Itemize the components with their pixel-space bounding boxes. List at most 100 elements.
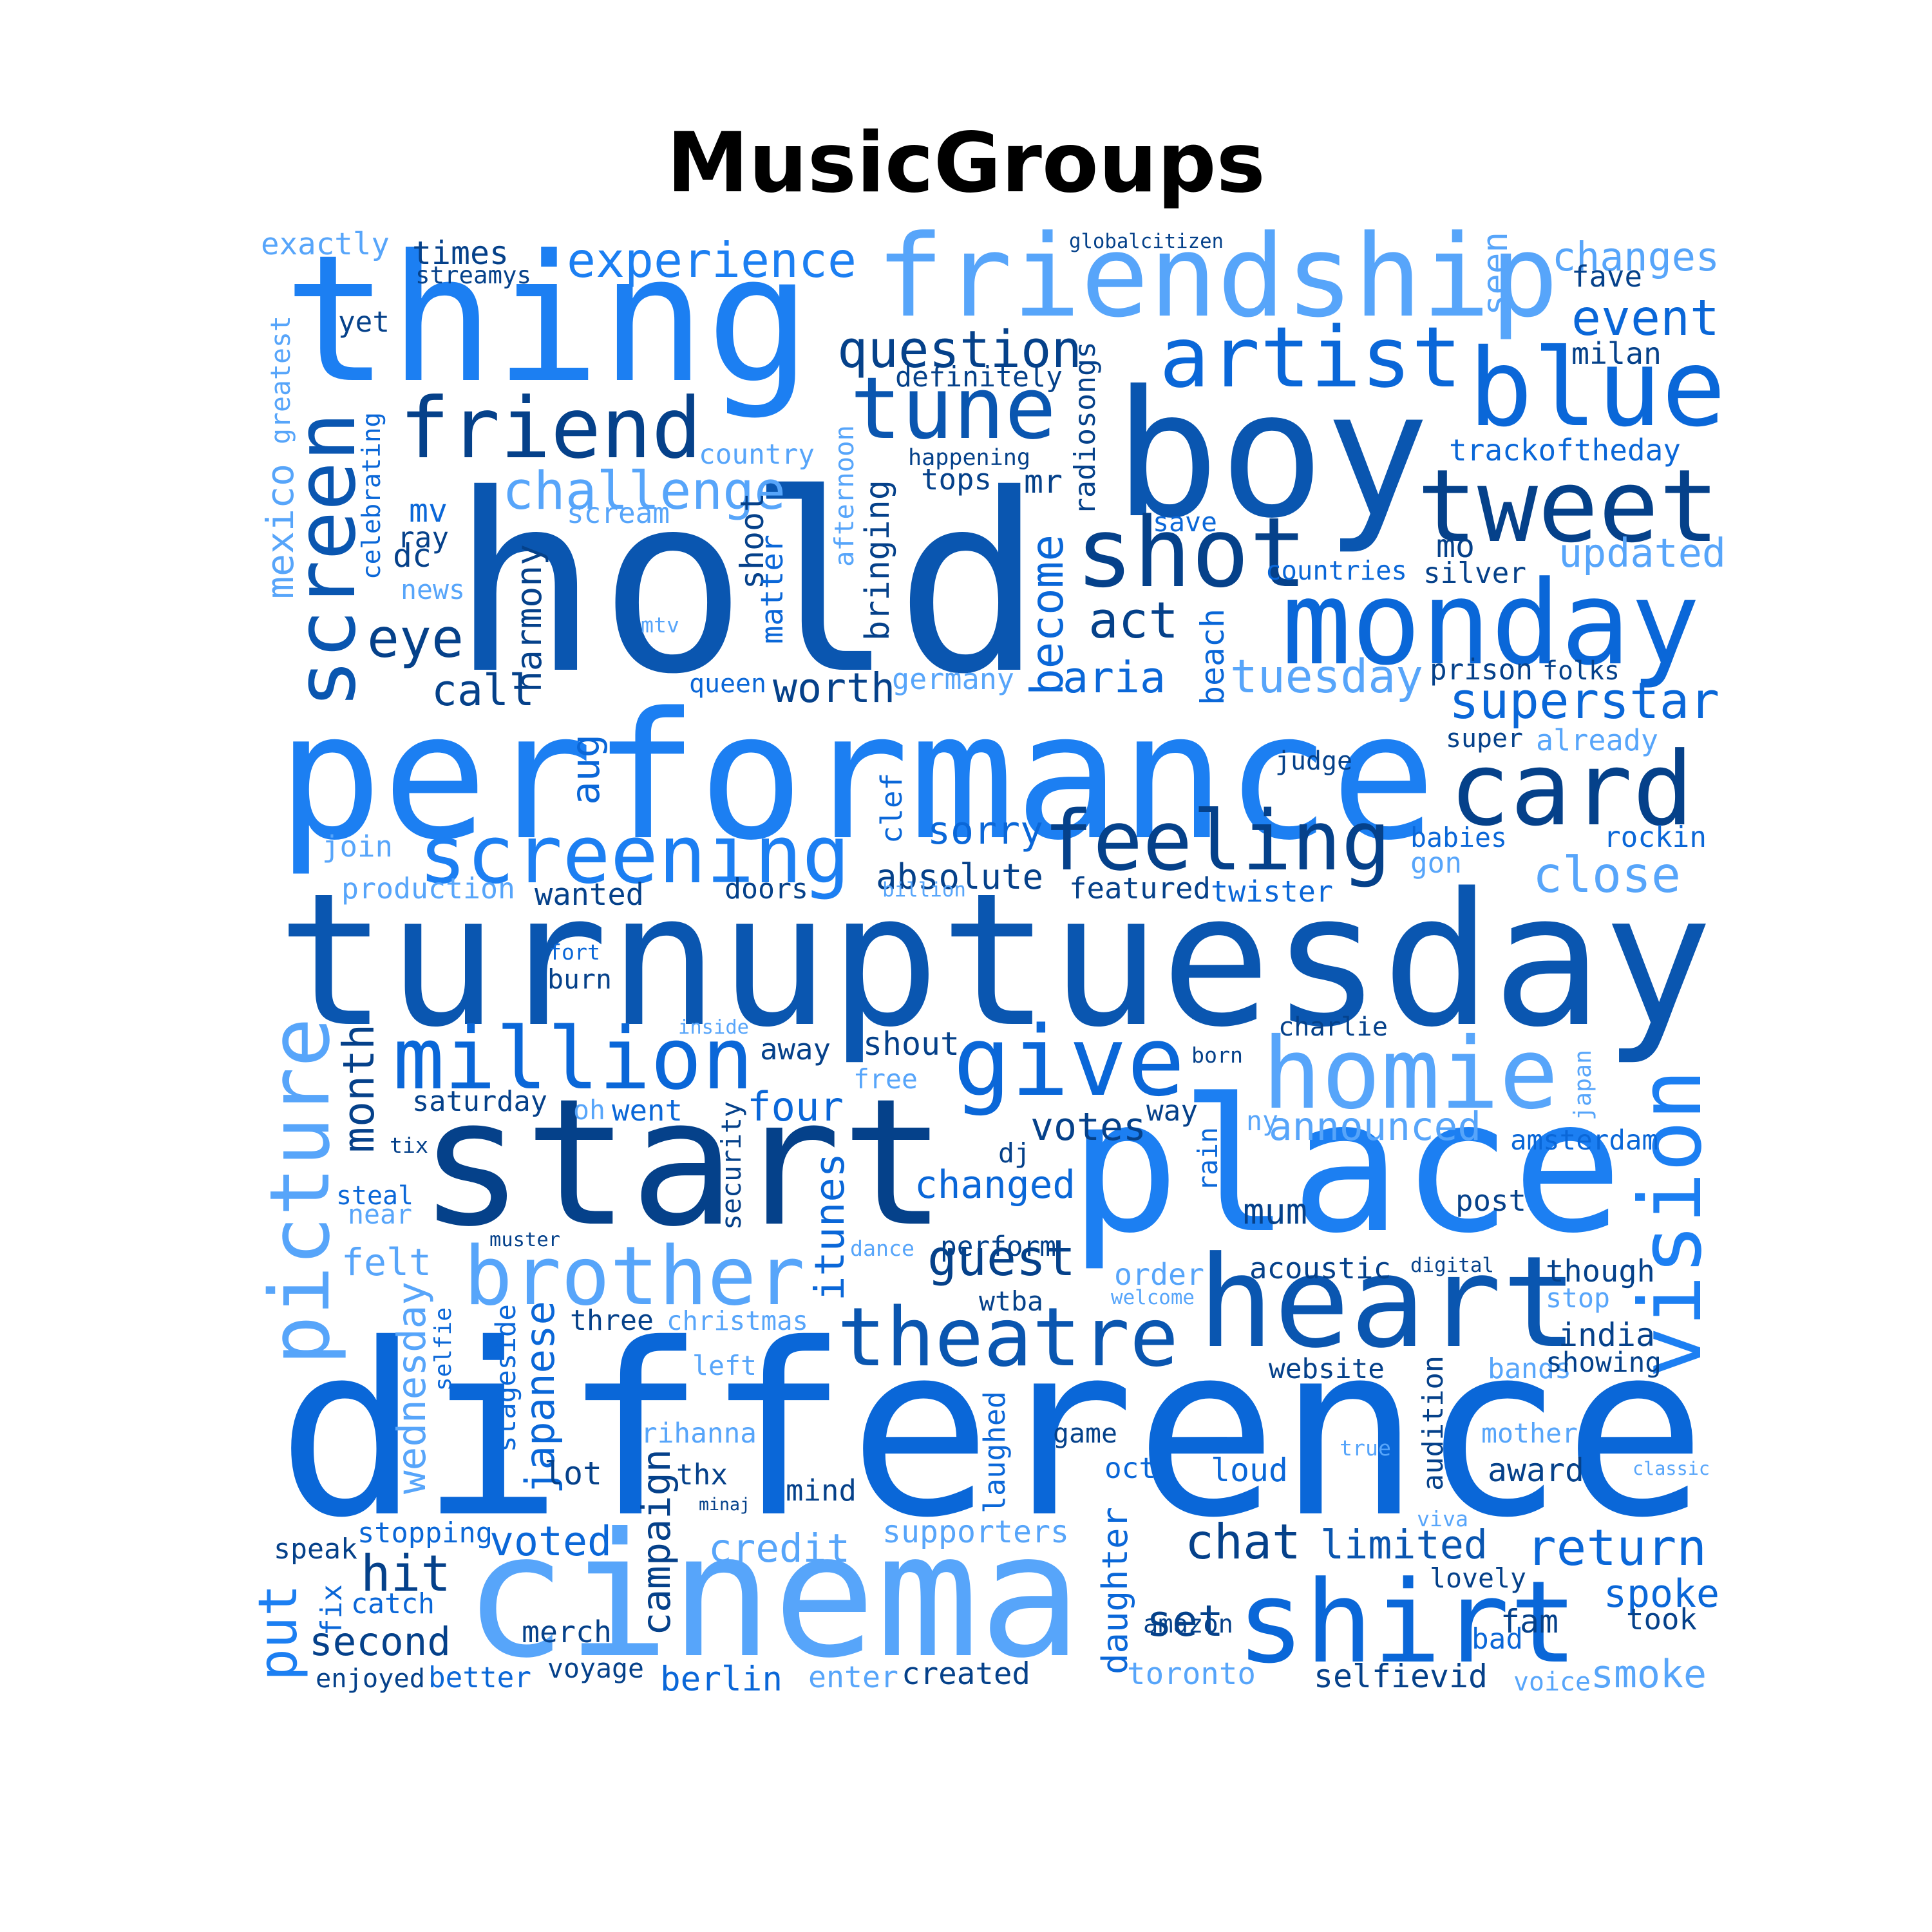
word-lot: lot (544, 1455, 602, 1492)
word-clef: clef (875, 773, 909, 844)
word-mtv: mtv (641, 612, 679, 638)
word-exactly: exactly (261, 227, 390, 262)
word-stop: stop (1546, 1282, 1610, 1314)
word-oct: oct (1104, 1452, 1156, 1485)
word-aria: aria (1063, 652, 1166, 703)
word-christmas: christmas (667, 1305, 808, 1336)
word-shoot: shoot (734, 493, 771, 589)
word-spoke: spoke (1604, 1571, 1719, 1616)
word-ny: ny (1246, 1105, 1278, 1137)
word-japan: japan (1569, 1050, 1596, 1121)
word-burn: burn (547, 963, 612, 995)
word-production: production (341, 871, 515, 905)
word-mr: mr (1024, 463, 1063, 500)
word-enjoyed: enjoyed (316, 1663, 425, 1694)
word-aug: aug (563, 734, 609, 805)
word-true: true (1340, 1435, 1391, 1461)
word-vision: vision (1622, 1069, 1721, 1378)
word-laughed: laughed (978, 1391, 1012, 1513)
word-better: better (428, 1662, 531, 1694)
word-japanese: japanese (516, 1301, 564, 1494)
word-afternoon: afternoon (829, 425, 860, 567)
word-greatest: greatest (265, 316, 296, 444)
word-voyage: voyage (547, 1653, 644, 1684)
word-free: free (853, 1063, 918, 1095)
word-scream: scream (567, 497, 670, 530)
word-matter: matter (755, 535, 790, 644)
word-voted: voted (489, 1517, 612, 1565)
word-month: month (334, 1024, 384, 1153)
word-dc: dc (393, 537, 431, 574)
word-feeling: feeling (1043, 793, 1391, 889)
word-took: took (1626, 1602, 1697, 1636)
word-difference: difference (277, 1293, 1707, 1569)
word-smoke: smoke (1591, 1652, 1707, 1697)
word-streamys: streamys (415, 261, 531, 289)
word-speak: speak (274, 1533, 357, 1566)
word-turnuptuesday: turnuptuesday (277, 855, 1713, 1068)
word-welcome: welcome (1111, 1286, 1195, 1309)
word-screening: screening (419, 809, 850, 902)
word-germany: germany (892, 662, 1014, 696)
word-tops: tops (921, 462, 992, 497)
word-homie: homie (1262, 1017, 1558, 1132)
word-catch: catch (351, 1588, 435, 1620)
word-superstar: superstar (1449, 672, 1719, 730)
word-showing: showing (1546, 1347, 1662, 1379)
word-prison: prison (1430, 654, 1533, 687)
word-friend: friend (399, 379, 702, 477)
word-acoustic: acoustic (1249, 1251, 1391, 1285)
word-second: second (309, 1619, 451, 1665)
word-card: card (1449, 731, 1694, 849)
word-selfievid: selfievid (1314, 1658, 1488, 1695)
word-voice: voice (1513, 1667, 1591, 1697)
word-mind: mind (786, 1473, 857, 1508)
word-tweet: tweet (1417, 448, 1719, 565)
word-rihanna: rihanna (641, 1417, 757, 1450)
word-oh: oh (573, 1094, 605, 1126)
word-act: act (1088, 592, 1179, 650)
word-thx: thx (676, 1459, 728, 1492)
word-loud: loud (1211, 1452, 1288, 1489)
word-lovely: lovely (1430, 1562, 1526, 1594)
word-picture: picture (252, 1018, 348, 1365)
word-twister: twister (1211, 875, 1333, 909)
word-worth: worth (773, 664, 895, 712)
word-country: country (699, 439, 815, 471)
word-created: created (902, 1656, 1030, 1692)
word-changes: changes (1552, 234, 1719, 280)
word-join: join (322, 829, 393, 864)
word-supporters: supporters (882, 1514, 1069, 1550)
word-dj: dj (998, 1137, 1030, 1169)
word-fave: fave (1571, 260, 1642, 294)
word-artist: artist (1159, 308, 1462, 406)
word-rain: rain (1192, 1127, 1224, 1191)
word-post: post (1455, 1184, 1526, 1218)
word-bringing: bringing (858, 480, 897, 641)
word-eye: eye (367, 607, 464, 670)
word-mv: mv (409, 492, 448, 529)
word-digital: digital (1410, 1254, 1494, 1277)
word-audition: audition (1417, 1356, 1450, 1491)
word-million: million (393, 1010, 753, 1109)
word-changed: changed (914, 1162, 1075, 1207)
word-seen: seen (1475, 232, 1515, 316)
word-fam: fam (1501, 1603, 1558, 1640)
word-amazon: amazon (1143, 1610, 1233, 1639)
word-wednesday: wednesday (389, 1282, 435, 1494)
word-billion: billion (882, 878, 966, 902)
word-already: already (1536, 723, 1658, 757)
word-berlin: berlin (660, 1660, 782, 1699)
word-give: give (953, 1006, 1185, 1118)
word-happening: happening (908, 444, 1030, 471)
word-shout: shout (863, 1025, 960, 1063)
word-return: return (1526, 1519, 1707, 1577)
word-fort: fort (549, 940, 600, 965)
word-definitely: definitely (895, 361, 1063, 393)
word-tune: tune (850, 359, 1056, 459)
word-rockin: rockin (1604, 821, 1707, 854)
word-near: near (348, 1198, 412, 1230)
word-fix: fix (316, 1584, 348, 1636)
word-trackoftheday: trackoftheday (1449, 433, 1681, 468)
word-mo: mo (1436, 527, 1475, 565)
